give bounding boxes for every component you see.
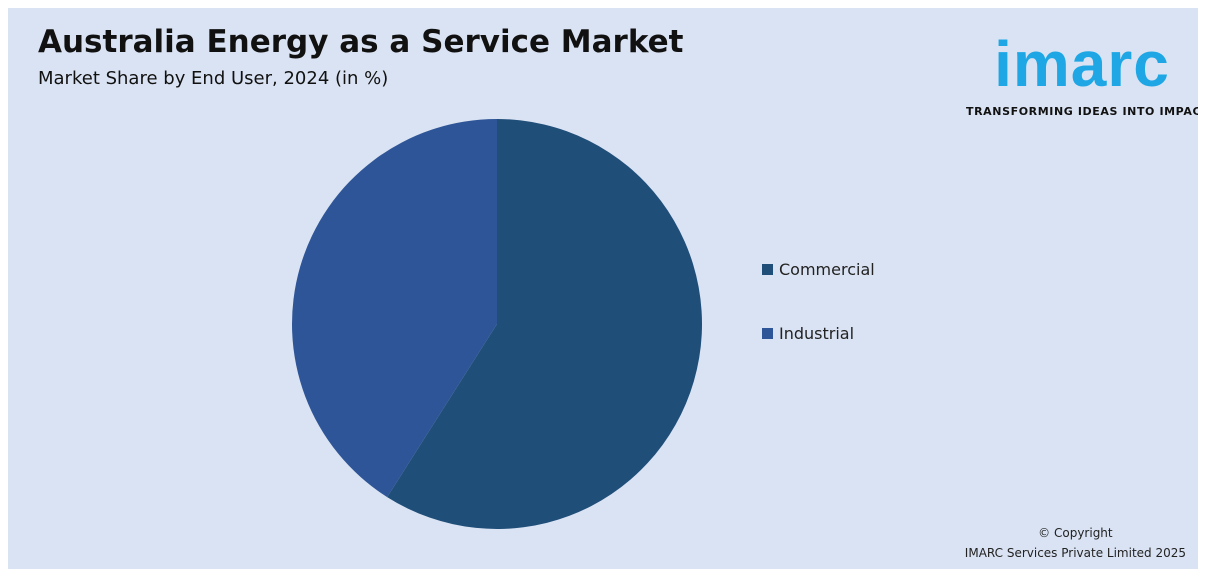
legend-label: Commercial — [779, 259, 875, 279]
copyright-notice: © Copyright IMARC Services Private Limit… — [965, 523, 1186, 563]
legend-item-industrial: Industrial — [762, 322, 875, 344]
imarc-logo: imarc TRANSFORMING IDEAS INTO IMPACT — [966, 20, 1198, 130]
copyright-line-1: © Copyright — [1038, 526, 1113, 540]
legend-swatch — [762, 327, 773, 339]
legend-item-commercial: Commercial — [762, 258, 875, 280]
legend-label: Industrial — [779, 323, 855, 343]
chart-title: Australia Energy as a Service Market — [38, 24, 684, 60]
pie-chart — [292, 119, 702, 529]
logo-wordmark: imarc — [994, 28, 1170, 100]
chart-subtitle: Market Share by End User, 2024 (in %) — [38, 68, 389, 89]
logo-tagline: TRANSFORMING IDEAS INTO IMPACT — [966, 105, 1198, 118]
chart-legend: Commercial Industrial — [762, 258, 875, 386]
pie-slice-industrial — [292, 119, 497, 498]
legend-swatch — [762, 263, 773, 275]
chart-canvas: Australia Energy as a Service Market Mar… — [8, 8, 1198, 569]
pie-slice-commercial — [387, 119, 702, 529]
copyright-line-2: IMARC Services Private Limited 2025 — [964, 546, 1186, 560]
